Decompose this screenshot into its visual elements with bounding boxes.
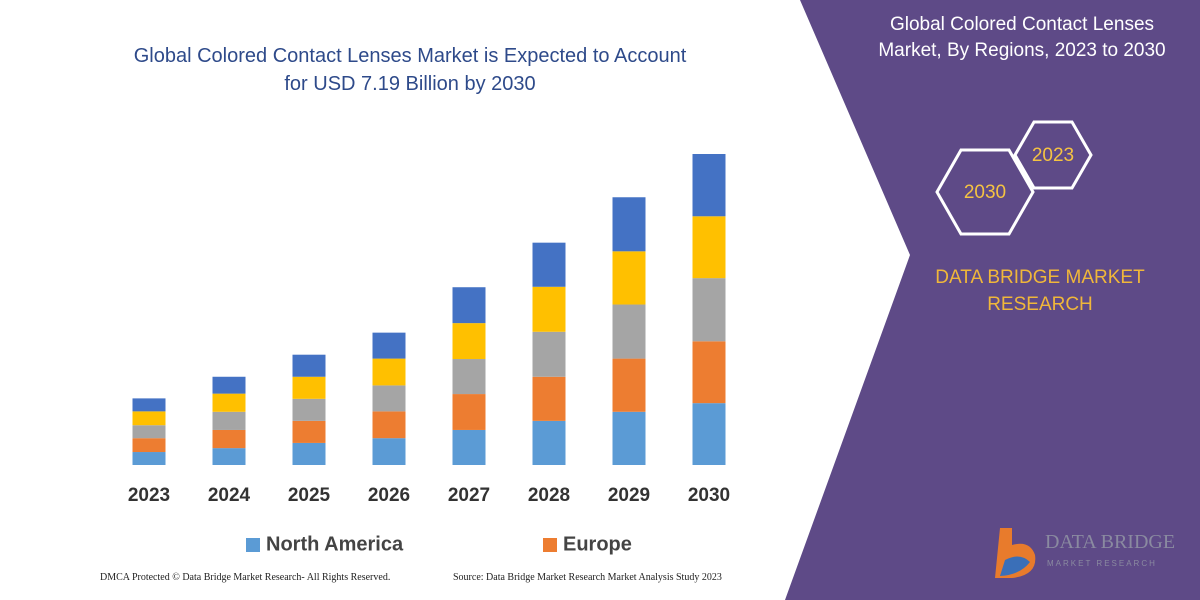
bar-segment — [452, 287, 486, 324]
hexagon — [1013, 120, 1093, 190]
hexagon — [935, 148, 1035, 236]
x-tick-label: 2023 — [128, 485, 170, 506]
bar-segment — [692, 403, 726, 465]
hex-label: 2023 — [1032, 145, 1074, 166]
bar-segment — [532, 376, 566, 421]
bar-segment — [292, 376, 326, 399]
bar-segment — [532, 242, 566, 287]
bar-segment — [612, 251, 646, 305]
bar-segment — [212, 376, 246, 394]
x-tick-label: 2026 — [368, 485, 410, 506]
bar-segment — [612, 197, 646, 252]
side-panel-bg — [785, 0, 1200, 600]
bar-segment — [452, 394, 486, 430]
bar-segment — [132, 438, 166, 453]
bar-segment — [132, 411, 166, 426]
bar-segment — [292, 420, 326, 443]
chart-title: Global Colored Contact Lenses Market is … — [133, 45, 687, 95]
x-tick-label: 2028 — [528, 485, 570, 506]
bar-segment — [372, 438, 406, 465]
logo-name: DATA BRIDGE — [1045, 531, 1175, 553]
panel-title: Global Colored Contact Lenses Market, By… — [878, 14, 1166, 61]
logo-tagline: MARKET RESEARCH — [1047, 559, 1157, 568]
bar-segment — [292, 354, 326, 377]
bar-segment — [692, 278, 726, 342]
bar-segment — [212, 393, 246, 412]
bar-segment — [372, 385, 406, 412]
legend-swatch — [246, 538, 260, 552]
bar-segment — [692, 341, 726, 404]
brand: DATA BRIDGE MARKET RESEARCH — [935, 267, 1145, 315]
bar-segment — [612, 358, 646, 412]
bar-segment — [292, 442, 326, 465]
bar-segment — [372, 411, 406, 439]
bar-segment — [212, 448, 246, 465]
bar-segment — [132, 398, 166, 412]
bar-segment — [292, 398, 326, 421]
x-tick-label: 2027 — [448, 485, 490, 506]
legend-label: North America — [266, 533, 404, 555]
bar-segment — [132, 452, 166, 465]
bar-segment — [612, 304, 646, 359]
bar-segment — [692, 154, 726, 217]
x-tick-label: 2025 — [288, 485, 331, 506]
bar-segment — [212, 411, 246, 430]
legend-swatch — [543, 538, 557, 552]
hex-label: 2030 — [964, 182, 1006, 203]
bar-segment — [532, 286, 566, 332]
x-tick-label: 2029 — [608, 485, 650, 506]
bar-segment — [612, 411, 646, 465]
legend-label: Europe — [563, 533, 632, 555]
bar-segment — [692, 216, 726, 279]
bar-segment — [372, 332, 406, 359]
bar-segment — [452, 359, 486, 395]
x-tick-label: 2030 — [688, 485, 730, 506]
bar-segment — [372, 358, 406, 386]
logo-mark — [1000, 556, 1030, 576]
footer-left: DMCA Protected © Data Bridge Market Rese… — [100, 572, 391, 583]
bar-segment — [532, 420, 566, 465]
bar-segment — [452, 429, 486, 465]
bar-segment — [532, 331, 566, 377]
bar-segment — [212, 429, 246, 449]
footer-right: Source: Data Bridge Market Research Mark… — [453, 572, 722, 583]
bar-segment — [452, 323, 486, 360]
x-tick-label: 2024 — [208, 485, 251, 506]
bar-segment — [132, 425, 166, 439]
